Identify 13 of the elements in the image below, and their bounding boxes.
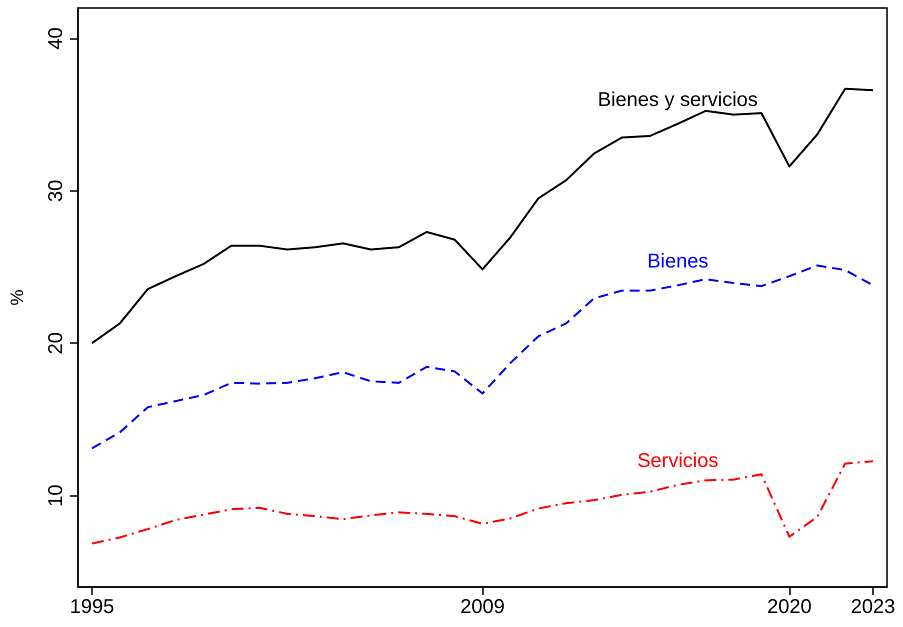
line-series (90, 88, 874, 344)
y-axis-title: % (7, 289, 27, 306)
x-tick-label: 2020 (767, 596, 812, 618)
x-tick-label: 2023 (850, 596, 896, 618)
x-tick-label: 2009 (460, 596, 505, 618)
x-tick-label: 1995 (70, 596, 114, 618)
series-label: Servicios (637, 450, 718, 472)
y-tick-label: 20 (45, 332, 67, 354)
y-tick-label: 40 (45, 27, 67, 50)
series-label: Bienes (647, 250, 708, 272)
y-tick-label: 30 (45, 180, 67, 202)
series-label: Bienes y servicios (598, 88, 758, 111)
y-tick-label: 10 (45, 484, 67, 507)
